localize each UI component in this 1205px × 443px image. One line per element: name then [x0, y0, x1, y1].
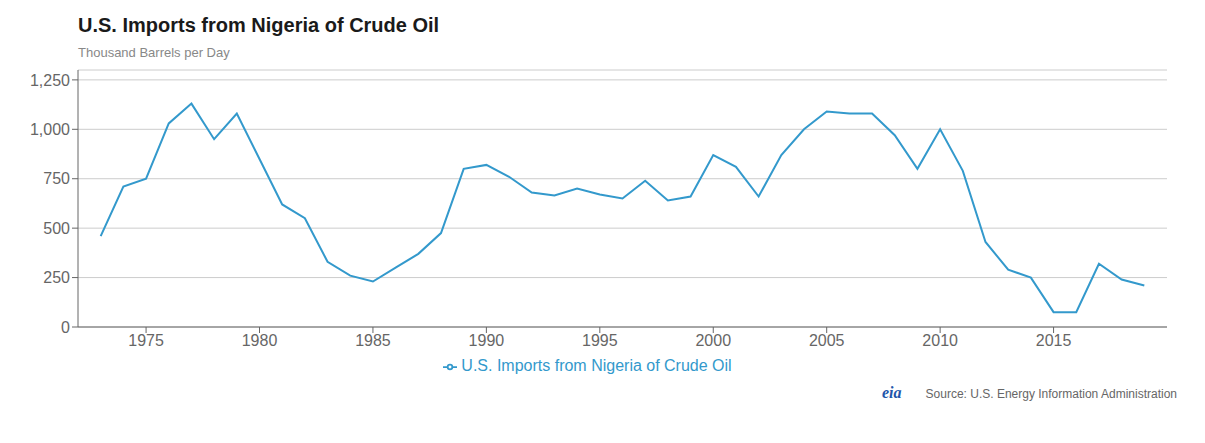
html-text:eia: eia	[882, 384, 902, 401]
svg-text:0: 0	[61, 319, 70, 336]
svg-text:1980: 1980	[242, 332, 278, 349]
svg-text:1995: 1995	[582, 332, 618, 349]
svg-text:1990: 1990	[469, 332, 505, 349]
svg-text:2015: 2015	[1036, 332, 1072, 349]
svg-text:750: 750	[43, 170, 70, 187]
svg-text:2000: 2000	[695, 332, 731, 349]
svg-text:2005: 2005	[809, 332, 845, 349]
html-text:Thousand Barrels per Day: Thousand Barrels per Day	[78, 45, 230, 60]
svg-text:500: 500	[43, 220, 70, 237]
html-text:U.S. Imports from Nigeria of C: U.S. Imports from Nigeria of Crude Oil	[461, 357, 732, 374]
svg-text:1,000: 1,000	[30, 121, 70, 138]
svg-text:250: 250	[43, 269, 70, 286]
svg-text:2010: 2010	[922, 332, 958, 349]
svg-text:1975: 1975	[128, 332, 164, 349]
svg-text:1985: 1985	[355, 332, 391, 349]
html-text:Source: U.S. Energy Informatio: Source: U.S. Energy Information Administ…	[925, 387, 1177, 401]
svg-text:1,250: 1,250	[30, 72, 70, 89]
html-text:U.S. Imports from Nigeria of C: U.S. Imports from Nigeria of Crude Oil	[78, 14, 440, 36]
